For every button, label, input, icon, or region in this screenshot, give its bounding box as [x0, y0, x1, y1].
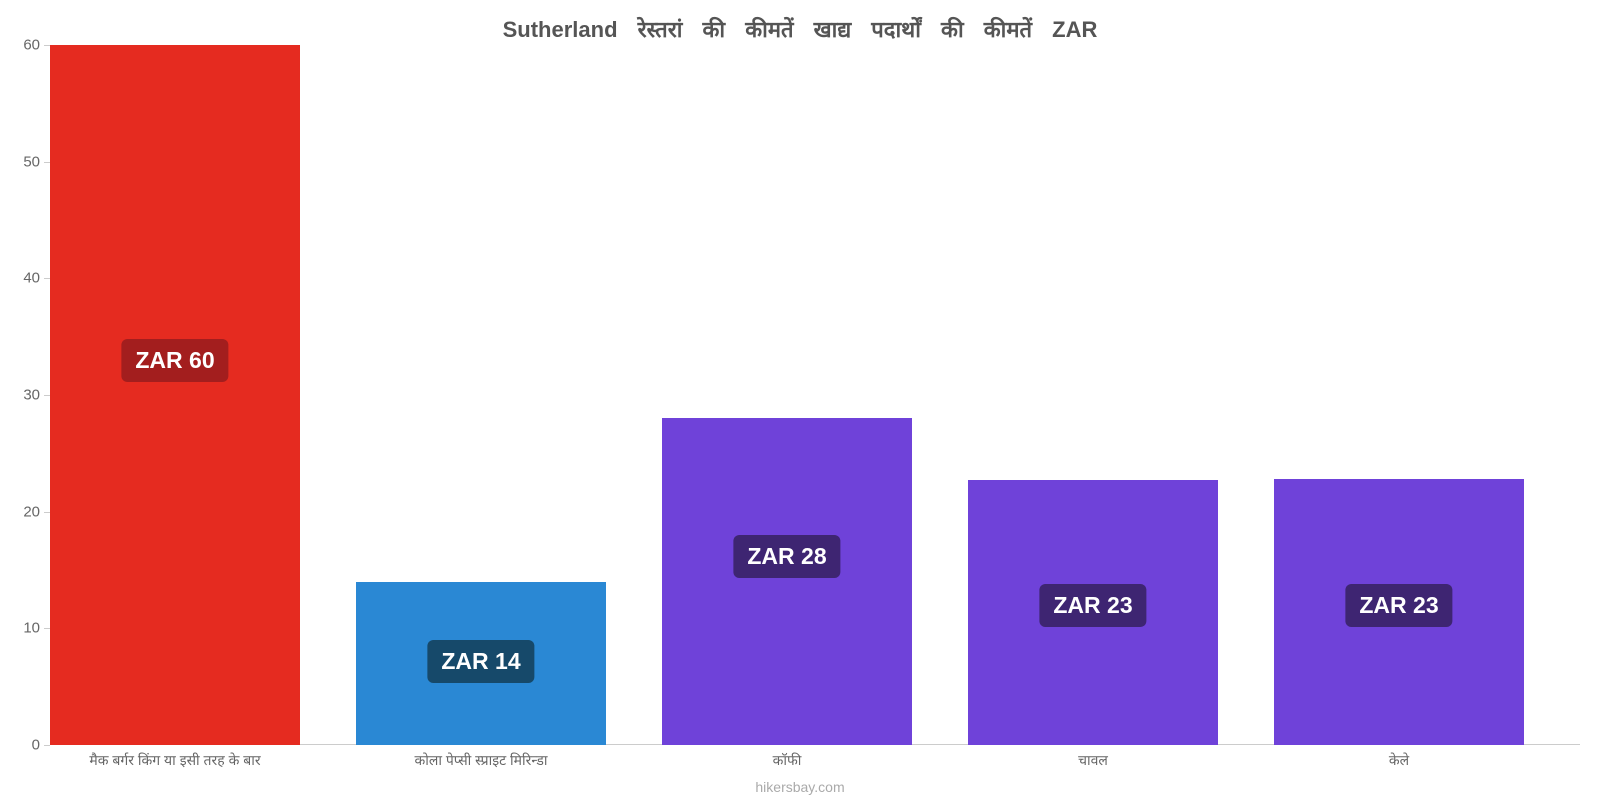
y-tick [44, 745, 50, 746]
value-badge: ZAR 60 [121, 339, 228, 382]
plot-area: 0102030405060ZAR 60मैक बर्गर किंग या इसी… [50, 45, 1580, 745]
x-axis-label: चावल [948, 751, 1238, 770]
bar [50, 45, 300, 745]
bar [662, 418, 912, 745]
y-axis-label: 50 [23, 153, 40, 170]
value-badge: ZAR 14 [427, 640, 534, 683]
value-badge: ZAR 23 [1345, 584, 1452, 627]
watermark: hikersbay.com [0, 779, 1600, 795]
value-badge: ZAR 23 [1039, 584, 1146, 627]
y-axis-label: 60 [23, 37, 40, 54]
x-axis-label: कोला पेप्सी स्प्राइट मिरिन्डा [336, 751, 626, 770]
value-badge: ZAR 28 [733, 535, 840, 578]
y-axis-label: 10 [23, 620, 40, 637]
y-axis-label: 20 [23, 503, 40, 520]
y-axis-label: 30 [23, 387, 40, 404]
y-axis-label: 40 [23, 270, 40, 287]
chart-title: Sutherland रेस्तरां की कीमतें खाद्य पदार… [0, 14, 1600, 44]
x-axis-label: केले [1254, 751, 1544, 770]
x-axis-label: कॉफी [642, 751, 932, 770]
x-axis-label: मैक बर्गर किंग या इसी तरह के बार [30, 751, 320, 770]
chart-container: Sutherland रेस्तरां की कीमतें खाद्य पदार… [0, 0, 1600, 800]
